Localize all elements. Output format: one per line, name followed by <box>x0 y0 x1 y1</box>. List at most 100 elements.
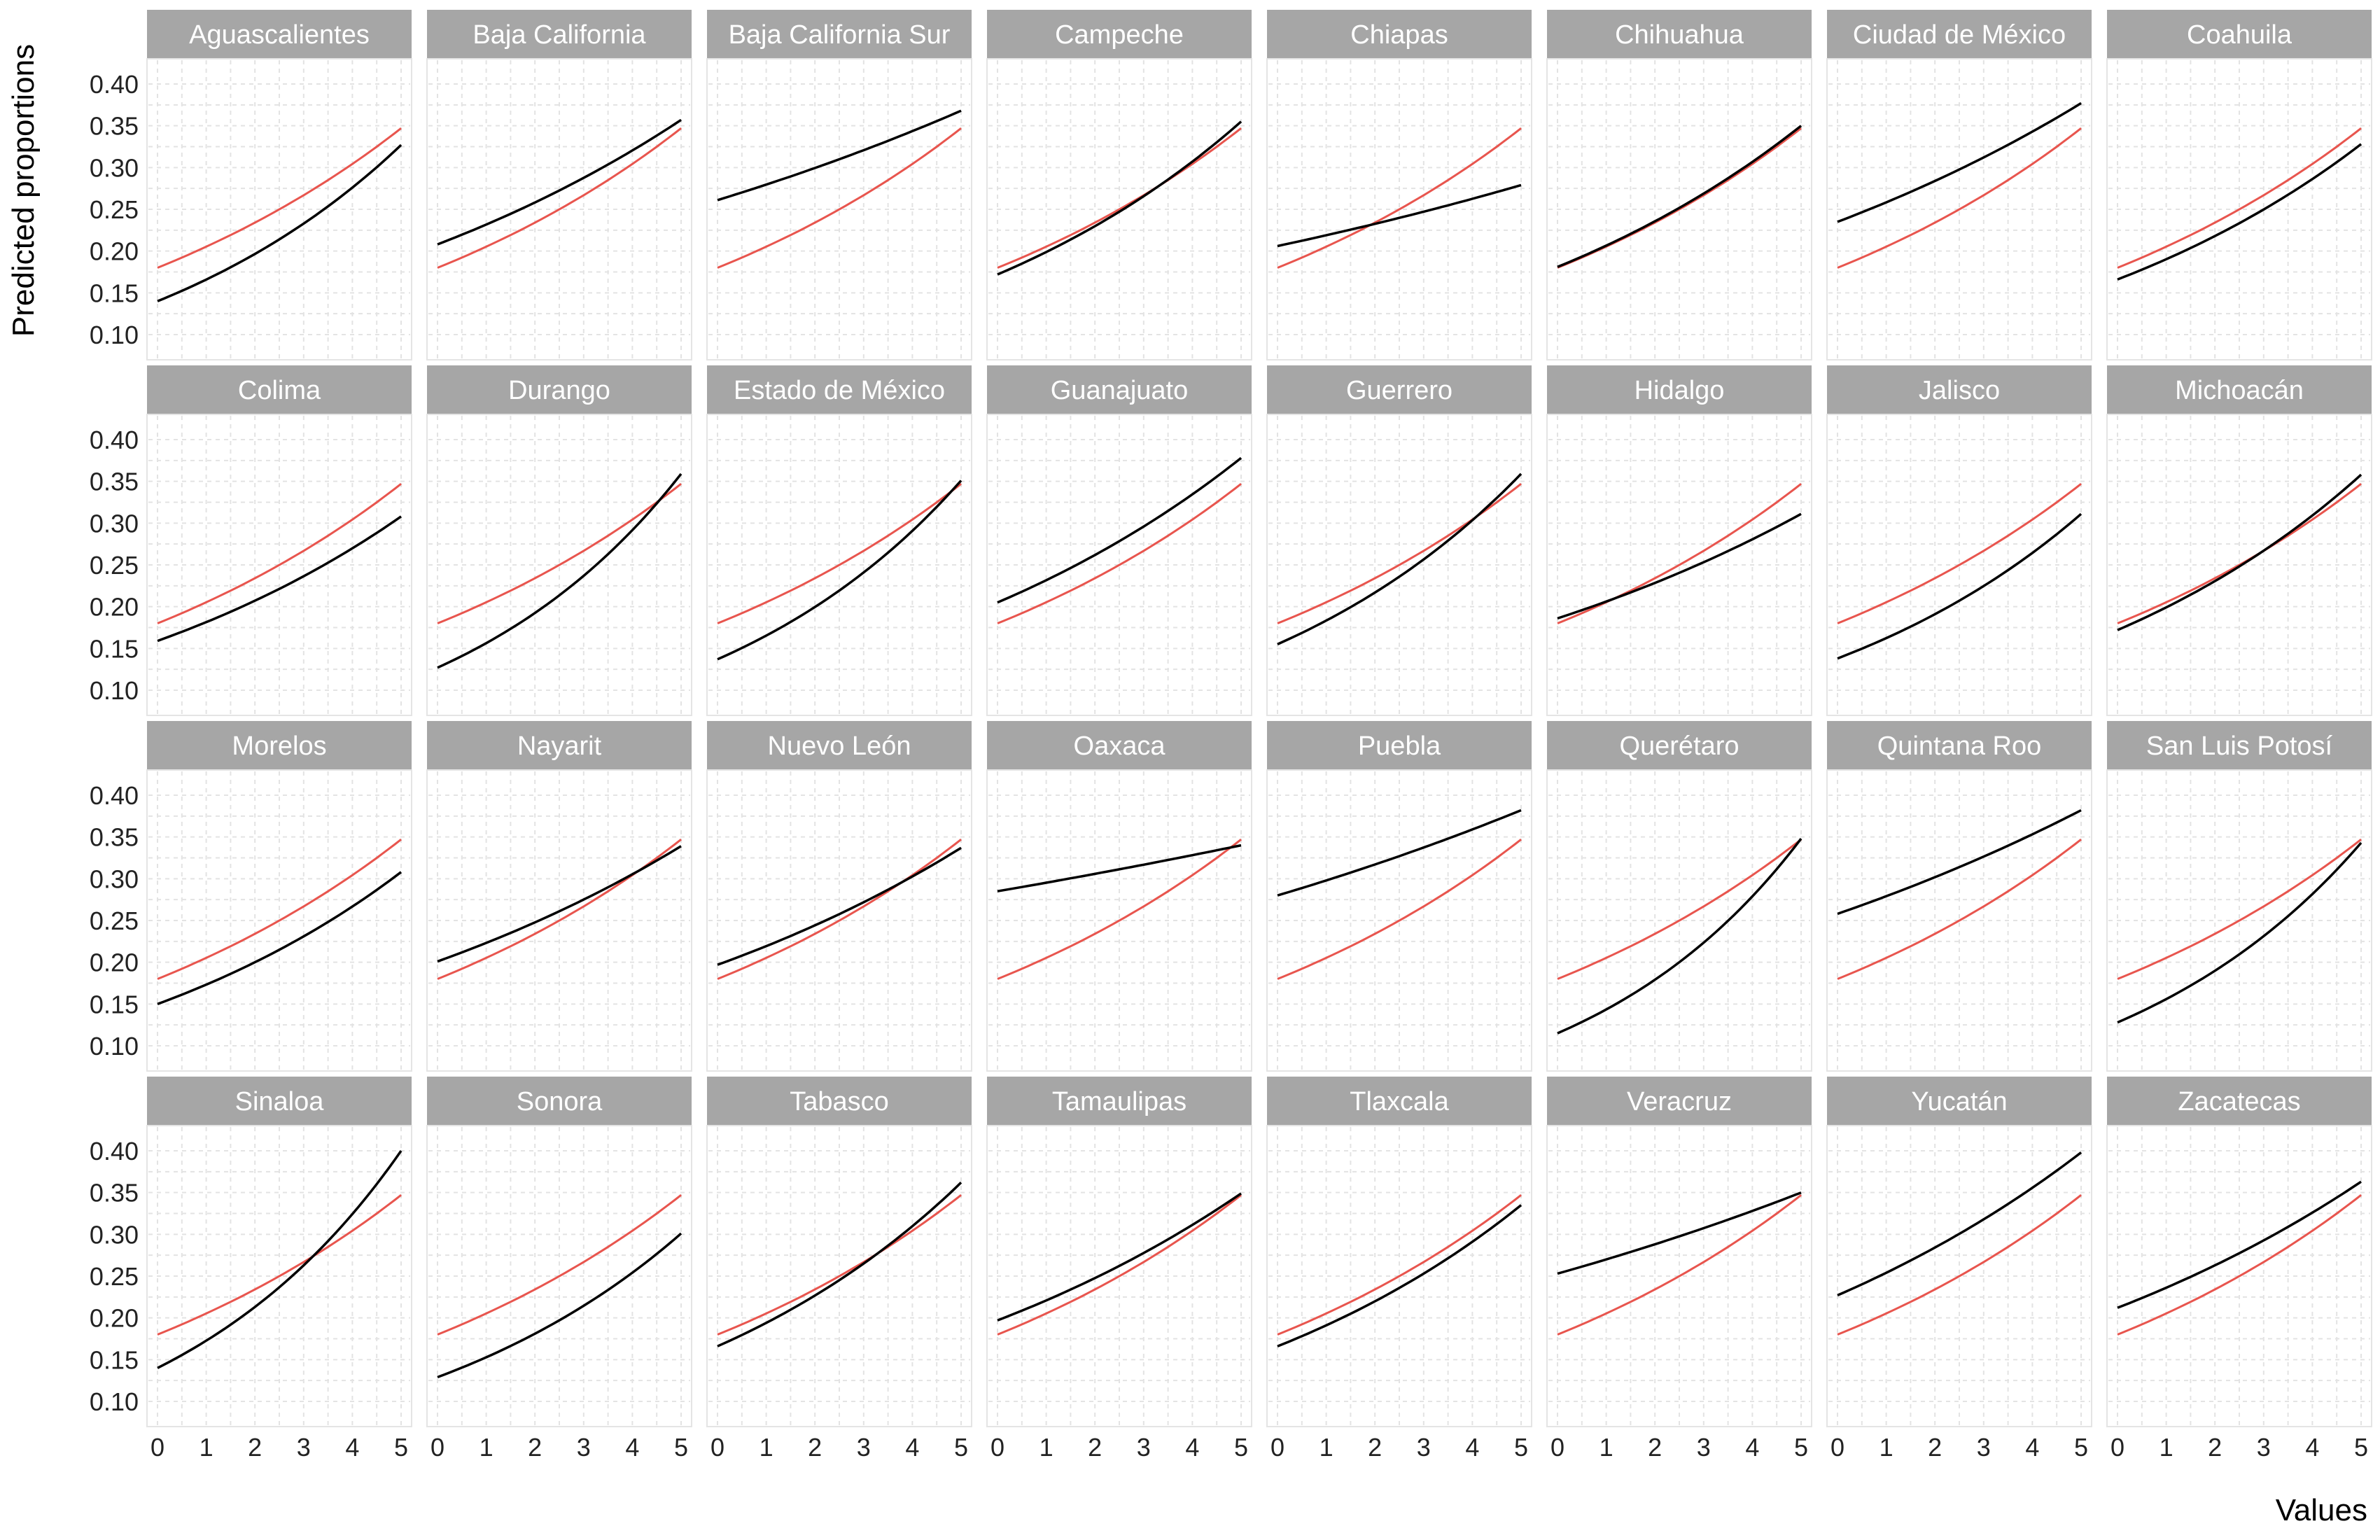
x-axis-title: Values <box>2276 1493 2367 1527</box>
facet-strip <box>147 10 412 59</box>
x-tick-label: 3 <box>2257 1433 2271 1462</box>
facet-strip <box>147 365 412 414</box>
reference-line <box>437 127 682 269</box>
facet-title: Morelos <box>232 732 326 761</box>
x-tick-label: 3 <box>1137 1433 1151 1462</box>
facet-title: Veracruz <box>1627 1087 1732 1116</box>
x-tick-label: 3 <box>1417 1433 1431 1462</box>
state-line <box>1837 808 2082 916</box>
facet-strip <box>1827 365 2092 414</box>
x-tick-label: 3 <box>577 1433 591 1462</box>
facet-panel: Campeche <box>986 10 1252 360</box>
facet-panel: Jalisco <box>1826 365 2092 716</box>
reference-line <box>1837 127 2082 269</box>
x-tick-label: 4 <box>2305 1433 2319 1462</box>
x-tick-label: 4 <box>905 1433 919 1462</box>
y-tick-label: 0.40 <box>90 426 139 454</box>
state-line <box>717 1182 962 1348</box>
state-line <box>1277 472 1522 645</box>
reference-line <box>1837 483 2082 624</box>
facet-panel: Colima 0.10 0.15 0.20 0.25 0.30 0.35 0.40 <box>90 365 412 716</box>
x-tick-label: 0 <box>710 1433 724 1462</box>
panel-border <box>986 414 1252 716</box>
facet-panel: Quintana Roo <box>1826 721 2092 1072</box>
facet-title: Tabasco <box>790 1087 889 1116</box>
facet-panel: Morelos 0.10 0.15 0.20 0.25 0.30 0.35 0.40 <box>90 721 412 1072</box>
state-line <box>1557 1191 1802 1275</box>
facet-title: Aguascalientes <box>189 20 370 50</box>
x-tick-label: 2 <box>1928 1433 1942 1462</box>
y-tick-label: 0.25 <box>90 195 139 224</box>
facet-strip <box>1827 10 2092 59</box>
facet-title: Oaxaca <box>1074 732 1166 761</box>
x-tick-label: 2 <box>1648 1433 1662 1462</box>
facet-title: Hidalgo <box>1634 376 1725 405</box>
state-line <box>997 120 1242 276</box>
x-tick-label: 1 <box>1600 1433 1614 1462</box>
facet-title: Yucatán <box>1911 1087 2007 1116</box>
x-tick-label: 1 <box>1320 1433 1334 1462</box>
facet-strip <box>707 10 972 59</box>
state-line <box>157 871 402 1005</box>
facet-strip <box>1827 1077 2092 1126</box>
facet-strip <box>427 365 692 414</box>
state-line <box>437 472 682 669</box>
y-tick-label: 0.15 <box>90 1345 139 1374</box>
panel-border <box>1266 769 1532 1072</box>
x-tick-label: 1 <box>200 1433 214 1462</box>
facet-strip <box>2107 365 2372 414</box>
y-tick-label: 0.20 <box>90 948 139 977</box>
facet-panel: Coahuila <box>2106 10 2372 360</box>
x-tick-label: 0 <box>1550 1433 1564 1462</box>
reference-line <box>997 127 1242 269</box>
facet-panel: Tabasco 0 1 2 3 4 5 <box>706 1077 972 1462</box>
y-tick-label: 0.10 <box>90 1032 139 1060</box>
reference-line <box>717 127 962 269</box>
y-tick-label: 0.15 <box>90 279 139 307</box>
facet-title: Baja California Sur <box>729 20 951 50</box>
reference-line <box>157 483 402 624</box>
panel-border <box>1266 58 1532 360</box>
x-tick-label: 1 <box>1879 1433 1893 1462</box>
x-tick-label: 2 <box>1368 1433 1382 1462</box>
state-line <box>1277 1204 1522 1348</box>
state-line <box>157 515 402 643</box>
facet-panel: Aguascalientes 0.10 0.15 0.20 0.25 0.30 0.35 0.… <box>90 10 412 360</box>
facet-panel: Michoacán <box>2106 365 2372 716</box>
facet-title: Estado de México <box>734 376 945 405</box>
panel-border <box>1826 58 2092 360</box>
x-tick-label: 5 <box>1234 1433 1248 1462</box>
facet-panel: Nuevo León <box>706 721 972 1072</box>
panel-grid: Aguascalientes 0.10 0.15 0.20 0.25 0.30 0.35 0.… <box>90 10 2372 1462</box>
reference-line <box>1277 127 1522 269</box>
facet-title: Baja California <box>472 20 646 50</box>
state-line <box>2117 841 2362 1024</box>
reference-line <box>157 839 402 980</box>
panel-border <box>2106 414 2372 716</box>
reference-line <box>1557 839 1802 980</box>
y-tick-label: 0.35 <box>90 823 139 852</box>
state-line <box>1837 1152 2082 1297</box>
facet-strip <box>1547 10 1812 59</box>
reference-line <box>1277 1194 1522 1336</box>
facet-strip <box>987 365 1252 414</box>
facet-panel: Guanajuato <box>986 365 1252 716</box>
y-tick-label: 0.15 <box>90 634 139 663</box>
facet-strip <box>2107 1077 2372 1126</box>
y-tick-label: 0.40 <box>90 1137 139 1166</box>
reference-line <box>2117 1194 2362 1336</box>
state-line <box>157 144 402 302</box>
facet-panel: Estado de México <box>706 365 972 716</box>
facet-strip <box>147 1077 412 1126</box>
reference-line <box>157 1194 402 1336</box>
state-line <box>717 846 962 966</box>
facet-title: Nayarit <box>517 732 602 761</box>
facet-panel: Querétaro <box>1546 721 1812 1072</box>
facet-panel: Yucatán 0 1 2 3 4 5 <box>1826 1077 2092 1462</box>
facet-strip <box>707 721 972 770</box>
x-tick-label: 5 <box>674 1433 688 1462</box>
x-tick-label: 5 <box>1794 1433 1808 1462</box>
x-tick-label: 0 <box>1830 1433 1844 1462</box>
x-tick-label: 0 <box>1270 1433 1284 1462</box>
